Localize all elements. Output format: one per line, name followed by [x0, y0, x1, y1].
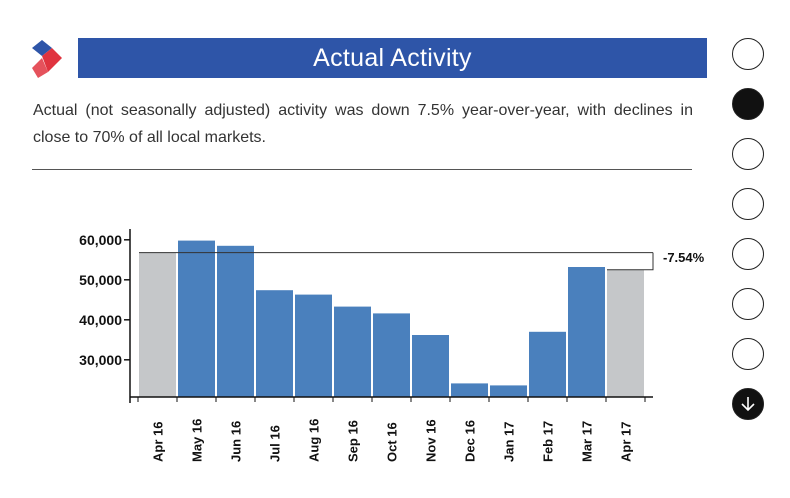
- x-tick-label: Mar 17: [580, 421, 595, 462]
- next-slide-button[interactable]: [732, 388, 764, 420]
- bar-jul-16: [256, 290, 293, 397]
- x-tick-label: Oct 16: [385, 422, 400, 462]
- page-title-text: Actual Activity: [313, 43, 472, 72]
- bar-aug-16: [295, 294, 332, 397]
- bar-oct-16: [373, 313, 410, 397]
- arrow-down-icon: [741, 397, 755, 412]
- y-tick-label: 50,000: [79, 272, 122, 288]
- bar-jan-17: [490, 385, 527, 397]
- section-divider: [32, 169, 692, 170]
- nav-dot-4[interactable]: [732, 188, 764, 220]
- x-tick-label: Apr 16: [151, 422, 166, 462]
- y-tick-label: 40,000: [79, 312, 122, 328]
- nav-dot-6[interactable]: [732, 288, 764, 320]
- nav-dot-1[interactable]: [732, 38, 764, 70]
- x-tick-label: Jun 16: [229, 421, 244, 462]
- nav-dot-2[interactable]: [732, 88, 764, 120]
- bar-jun-16: [217, 245, 254, 397]
- x-tick-label: Apr 17: [619, 422, 634, 462]
- change-annotation: -7.54%: [663, 250, 705, 265]
- y-tick-label: 30,000: [79, 352, 122, 368]
- bar-apr-17: [607, 269, 644, 397]
- x-tick-label: Sep 16: [346, 420, 361, 462]
- bar-sep-16: [334, 306, 371, 397]
- bar-nov-16: [412, 335, 449, 397]
- y-tick-label: 60,000: [79, 232, 122, 248]
- bar-feb-17: [529, 331, 566, 397]
- x-tick-label: Jan 17: [502, 422, 517, 462]
- description-text: Actual (not seasonally adjusted) activit…: [33, 102, 693, 146]
- nav-dot-5[interactable]: [732, 238, 764, 270]
- x-tick-label: Jul 16: [268, 425, 283, 462]
- brand-logo-icon: [32, 40, 62, 78]
- x-tick-label: Dec 16: [463, 420, 478, 462]
- nav-dot-7[interactable]: [732, 338, 764, 370]
- x-tick-label: Aug 16: [307, 419, 322, 462]
- bar-apr-16: [139, 252, 176, 397]
- x-tick-label: Nov 16: [424, 419, 439, 462]
- activity-bar-chart: Apr 16 May 16 Jun 16 Jul 16 Aug 16 Sep 16 Oct …: [79, 229, 705, 462]
- bar-dec-16: [451, 383, 488, 397]
- page-title: Actual Activity: [78, 38, 707, 78]
- bar-may-16: [178, 240, 215, 397]
- comparison-bracket: [607, 252, 654, 271]
- nav-dot-3[interactable]: [732, 138, 764, 170]
- x-tick-label: Feb 17: [541, 421, 556, 462]
- x-tick-label: May 16: [190, 419, 205, 462]
- bar-mar-17: [568, 267, 605, 397]
